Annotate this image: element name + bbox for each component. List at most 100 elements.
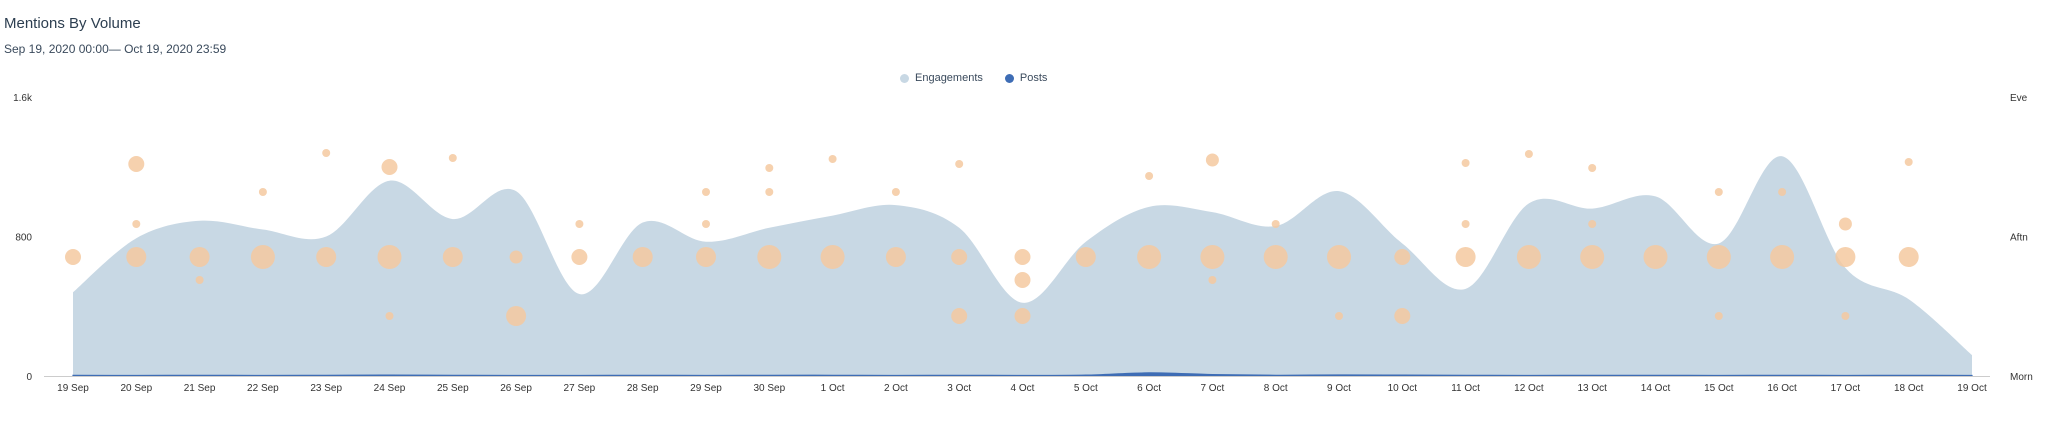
chart-legend: Engagements Posts xyxy=(900,72,1047,84)
bubble-20-sep xyxy=(128,156,145,172)
bubble-13-oct xyxy=(1588,220,1597,228)
bubble-17-oct xyxy=(1835,247,1856,267)
bubble-30-sep xyxy=(765,164,774,172)
bubble-17-oct xyxy=(1841,312,1850,320)
x-tick-label: 7 Oct xyxy=(1200,383,1224,394)
x-tick-label: 25 Sep xyxy=(437,383,469,394)
bubble-16-oct xyxy=(1778,188,1787,196)
bubble-15-oct xyxy=(1714,188,1723,196)
bubble-3-oct xyxy=(951,249,968,265)
x-tick-label: 16 Oct xyxy=(1767,383,1797,394)
legend-item-posts[interactable]: Posts xyxy=(1004,72,1048,84)
y-tick-label: 0 xyxy=(26,372,32,383)
bubble-6-oct xyxy=(1145,172,1154,180)
x-tick-label: 23 Sep xyxy=(310,383,342,394)
bubble-12-oct xyxy=(1516,245,1541,269)
x-tick-label: 26 Sep xyxy=(500,383,532,394)
bubble-8-oct xyxy=(1271,220,1280,228)
x-tick-label: 24 Sep xyxy=(374,383,406,394)
bubble-1-oct xyxy=(820,245,845,269)
bubble-13-oct xyxy=(1588,164,1597,172)
bubble-20-sep xyxy=(126,247,147,267)
bubble-26-sep xyxy=(509,250,523,264)
bubble-15-oct xyxy=(1714,312,1723,320)
posts-area xyxy=(72,372,1973,377)
bubble-21-sep xyxy=(189,247,210,267)
bubble-13-oct xyxy=(1580,245,1605,269)
bubble-15-oct xyxy=(1706,245,1731,269)
bubble-17-oct xyxy=(1838,217,1852,231)
legend-label-posts: Posts xyxy=(1019,72,1048,84)
bubble-18-oct xyxy=(1898,247,1919,267)
bubble-24-sep xyxy=(385,312,394,320)
bubble-4-oct xyxy=(1014,272,1031,288)
bubble-2-oct xyxy=(891,188,900,196)
x-tick-label: 8 Oct xyxy=(1264,383,1288,394)
x-tick-label: 21 Sep xyxy=(184,383,216,394)
bubble-30-sep xyxy=(757,245,782,269)
bubble-4-oct xyxy=(1014,249,1031,265)
right-tick-label: Morn xyxy=(2010,372,2033,383)
x-tick-label: 14 Oct xyxy=(1641,383,1671,394)
bubble-28-sep xyxy=(632,247,653,267)
bubble-11-oct xyxy=(1461,220,1470,228)
bubble-30-sep xyxy=(765,188,774,196)
x-tick-label: 1 Oct xyxy=(821,383,845,394)
bubble-23-sep xyxy=(322,149,331,157)
bubble-7-oct xyxy=(1205,153,1219,167)
date-range: Sep 19, 2020 00:00— Oct 19, 2020 23:59 xyxy=(4,42,227,56)
bubble-29-sep xyxy=(702,188,710,196)
bubble-25-sep xyxy=(448,154,457,162)
bubble-11-oct xyxy=(1455,247,1476,267)
bubble-3-oct xyxy=(951,308,968,324)
bubble-29-sep xyxy=(696,247,716,267)
x-tick-label: 11 Oct xyxy=(1451,383,1480,394)
x-tick-label: 3 Oct xyxy=(947,383,971,394)
bubble-9-oct xyxy=(1327,245,1351,269)
x-tick-label: 10 Oct xyxy=(1388,383,1418,394)
x-tick-label: 19 Oct xyxy=(1957,383,1987,394)
bubble-7-oct xyxy=(1200,245,1225,269)
bubble-24-sep xyxy=(381,159,398,175)
legend-label-engagements: Engagements xyxy=(915,72,983,84)
bubble-23-sep xyxy=(316,247,337,267)
x-tick-label: 6 Oct xyxy=(1137,383,1161,394)
x-tick-label: 13 Oct xyxy=(1577,383,1607,394)
bubble-12-oct xyxy=(1524,150,1533,158)
bubble-14-oct xyxy=(1643,245,1668,269)
bubble-20-sep xyxy=(132,220,141,228)
bubble-24-sep xyxy=(377,245,402,269)
bubble-26-sep xyxy=(506,306,527,326)
bubble-8-oct xyxy=(1263,245,1288,269)
bubble-2-oct xyxy=(885,247,906,267)
right-tick-label: Eve xyxy=(2010,93,2028,104)
x-tick-label: 2 Oct xyxy=(884,383,908,394)
posts-swatch xyxy=(1004,73,1014,83)
bubble-22-sep xyxy=(258,188,267,196)
legend-item-engagements[interactable]: Engagements xyxy=(900,72,983,84)
bubble-1-oct xyxy=(828,155,837,163)
x-tick-label: 19 Sep xyxy=(57,383,89,394)
x-tick-label: 27 Sep xyxy=(564,383,596,394)
x-tick-label: 20 Sep xyxy=(120,383,152,394)
bubble-9-oct xyxy=(1335,312,1343,320)
bubble-25-sep xyxy=(442,247,463,267)
bubble-18-oct xyxy=(1904,158,1913,166)
right-tick-label: Aftn xyxy=(2010,233,2028,244)
bubble-27-sep xyxy=(571,249,588,265)
bubble-19-sep xyxy=(65,249,81,265)
x-tick-label: 15 Oct xyxy=(1704,383,1734,394)
x-tick-label: 28 Sep xyxy=(627,383,659,394)
x-tick-label: 17 Oct xyxy=(1831,383,1861,394)
bubble-27-sep xyxy=(575,220,584,228)
bubble-16-oct xyxy=(1770,245,1795,269)
bubble-10-oct xyxy=(1394,249,1411,265)
bubble-6-oct xyxy=(1137,245,1162,269)
bubble-21-sep xyxy=(195,276,204,284)
x-tick-label: 9 Oct xyxy=(1327,383,1351,394)
x-tick-label: 22 Sep xyxy=(247,383,279,394)
bubble-4-oct xyxy=(1014,308,1031,324)
x-tick-label: 5 Oct xyxy=(1074,383,1098,394)
bubble-3-oct xyxy=(955,160,964,168)
